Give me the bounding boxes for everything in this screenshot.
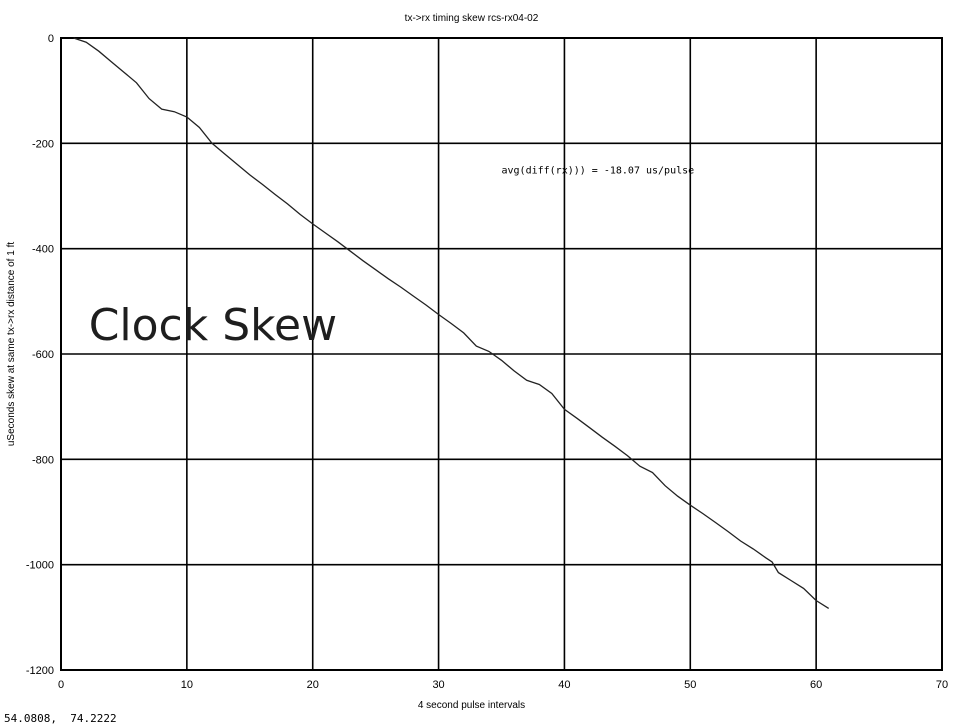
y-tick-label: -600 [32,349,54,361]
y-tick-label: -1000 [26,560,54,572]
axis-ticks: 0 10 20 30 40 50 60 70 0 -200 -400 -600 -800 -1000 -12… [26,33,948,691]
avg-diff-annotation: avg(diff(rx))) = -18.07 us/pulse [502,166,695,177]
x-tick-label: 20 [307,679,319,691]
x-axis-label: 4 second pulse intervals [418,700,525,711]
grid-lines [61,38,942,670]
x-tick-label: 40 [558,679,570,691]
chart-title: tx->rx timing skew rcs-rx04-02 [405,13,539,24]
x-tick-label: 50 [684,679,696,691]
y-tick-label: 0 [48,33,54,45]
cursor-coordinate-readout: 54.0808, 74.2222 [4,712,117,725]
y-tick-label: -800 [32,454,54,466]
y-tick-label: -1200 [26,665,54,677]
y-tick-label: -200 [32,138,54,150]
x-tick-label: 10 [181,679,193,691]
x-tick-label: 0 [58,679,64,691]
x-tick-label: 60 [810,679,822,691]
y-axis-label: uSeconds skew at same tx->rx distance of… [6,242,17,446]
clock-skew-caption: Clock Skew [89,300,337,351]
x-tick-label: 30 [432,679,444,691]
y-tick-label: -400 [32,244,54,256]
x-tick-label: 70 [936,679,948,691]
